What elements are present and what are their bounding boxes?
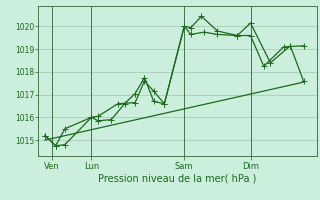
X-axis label: Pression niveau de la mer( hPa ): Pression niveau de la mer( hPa ) [99, 173, 257, 183]
